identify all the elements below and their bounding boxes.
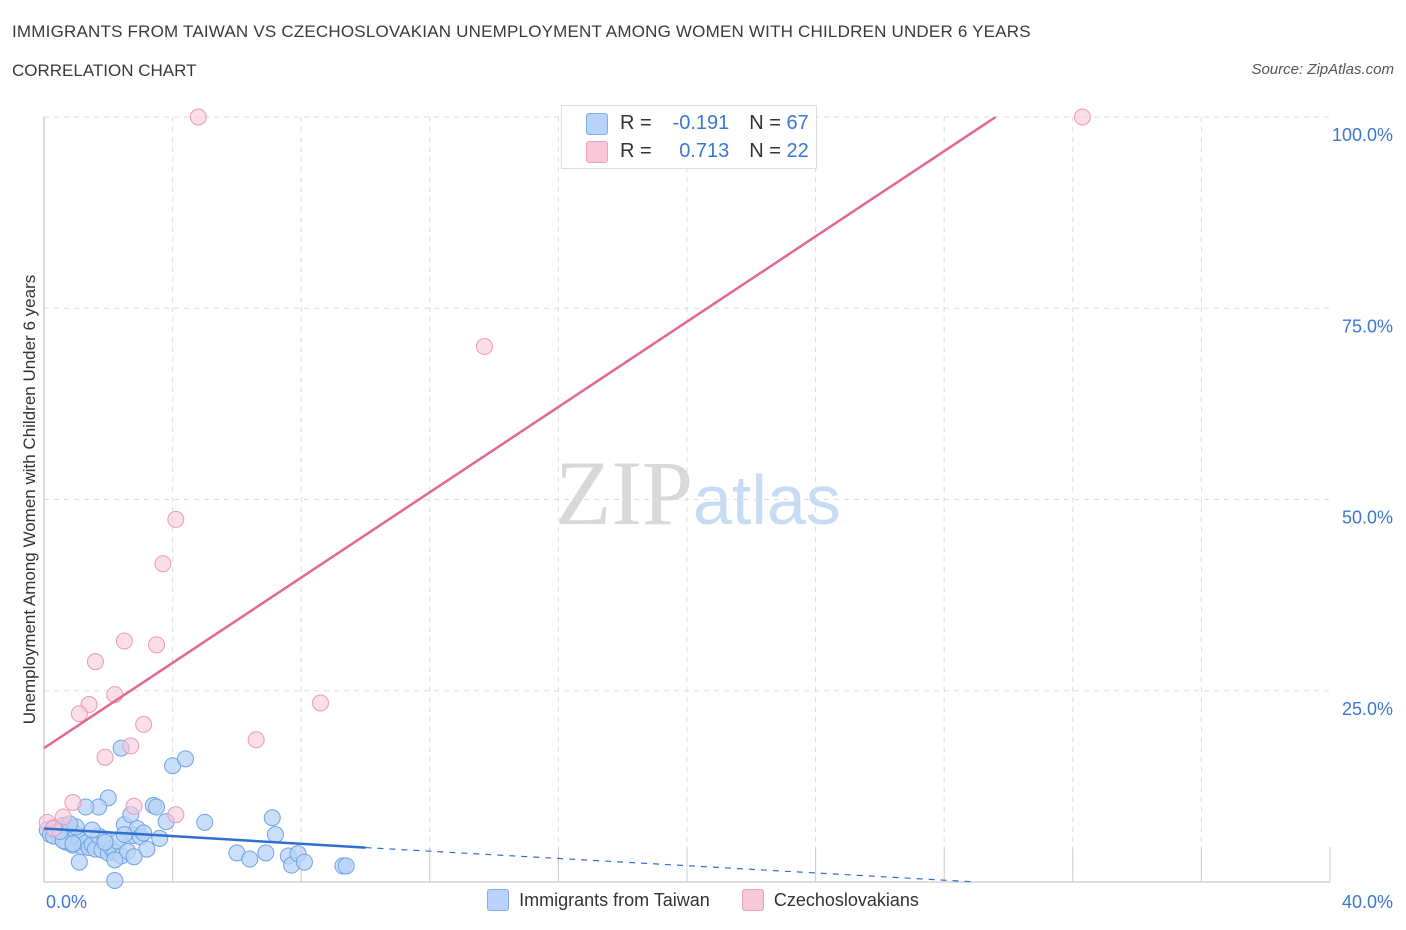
czech-point bbox=[135, 715, 153, 733]
legend-item-czech[interactable]: Czechoslovakians bbox=[741, 889, 919, 911]
taiwan-point bbox=[106, 871, 124, 889]
n-label: N = bbox=[749, 140, 781, 162]
r-label: R = bbox=[620, 140, 652, 162]
czech-point bbox=[167, 510, 185, 528]
n-label: N = bbox=[749, 112, 781, 134]
czech-point bbox=[96, 748, 114, 766]
czech-legend-label: Czechoslovakians bbox=[773, 889, 919, 910]
source-label: Source: ZipAtlas.com bbox=[1251, 61, 1394, 78]
czech-point bbox=[154, 555, 172, 573]
y-axis-label: Unemployment Among Women with Children U… bbox=[20, 275, 39, 724]
czech-swatch bbox=[586, 140, 608, 163]
taiwan-trend-extension bbox=[365, 846, 977, 883]
czech-point bbox=[122, 737, 140, 755]
czech-point bbox=[189, 108, 207, 126]
r-label: R = bbox=[620, 112, 652, 134]
taiwan-point bbox=[70, 853, 88, 871]
taiwan-point bbox=[266, 826, 284, 844]
czech-point bbox=[125, 797, 143, 815]
stats-legend: R = -0.191 N = 67 R = 0.713 N = 22 bbox=[561, 105, 817, 169]
czech-n-value: 22 bbox=[786, 140, 809, 162]
stats-row-taiwan: R = -0.191 N = 67 bbox=[586, 112, 809, 135]
taiwan-n-value: 67 bbox=[786, 112, 809, 134]
taiwan-point bbox=[138, 840, 156, 858]
x-tick-label: 40.0% bbox=[1342, 892, 1393, 912]
czech-point bbox=[64, 793, 82, 811]
czech-trend-line bbox=[43, 115, 997, 750]
czech-point bbox=[70, 705, 88, 723]
taiwan-point bbox=[148, 798, 166, 816]
taiwan-point bbox=[106, 851, 124, 869]
x-tick-label: 0.0% bbox=[46, 892, 87, 912]
taiwan-legend-swatch bbox=[487, 889, 510, 911]
taiwan-legend-label: Immigrants from Taiwan bbox=[519, 889, 710, 910]
czech-point bbox=[247, 731, 265, 749]
y-tick-label: 100.0% bbox=[1332, 125, 1393, 145]
taiwan-point bbox=[151, 829, 169, 847]
taiwan-point bbox=[176, 750, 194, 768]
legend-item-taiwan[interactable]: Immigrants from Taiwan bbox=[487, 889, 710, 911]
taiwan-point bbox=[196, 813, 214, 831]
y-tick-label: 75.0% bbox=[1342, 316, 1393, 336]
czech-point bbox=[311, 694, 329, 712]
chart-title: IMMIGRANTS FROM TAIWAN VS CZECHOSLOVAKIA… bbox=[12, 22, 1031, 41]
czech-point bbox=[115, 632, 133, 650]
stats-row-czech: R = 0.713 N = 22 bbox=[586, 140, 809, 163]
y-tick-label: 25.0% bbox=[1342, 699, 1393, 719]
taiwan-point bbox=[96, 833, 114, 851]
czech-point bbox=[148, 636, 166, 654]
taiwan-swatch bbox=[586, 112, 608, 135]
czech-legend-swatch bbox=[741, 889, 764, 911]
bottom-legend: Immigrants from Taiwan Czechoslovakians bbox=[0, 889, 1406, 911]
czech-point bbox=[167, 806, 185, 824]
czech-point bbox=[475, 338, 493, 355]
taiwan-point bbox=[263, 809, 281, 827]
taiwan-point bbox=[257, 844, 275, 862]
taiwan-point bbox=[295, 853, 313, 871]
czech-point bbox=[86, 653, 104, 671]
taiwan-r-value: -0.191 bbox=[672, 112, 730, 134]
watermark-zip: ZIP bbox=[555, 442, 693, 544]
chart-subtitle: CORRELATION CHART bbox=[12, 61, 197, 80]
czech-point bbox=[54, 808, 72, 826]
taiwan-point bbox=[337, 857, 355, 875]
czech-r-value: 0.713 bbox=[679, 140, 730, 162]
czech-point bbox=[1073, 108, 1091, 126]
y-tick-label: 50.0% bbox=[1342, 508, 1393, 528]
taiwan-point bbox=[125, 848, 143, 866]
taiwan-trend-line bbox=[43, 827, 366, 849]
taiwan-point bbox=[64, 835, 82, 853]
taiwan-point bbox=[241, 850, 259, 868]
